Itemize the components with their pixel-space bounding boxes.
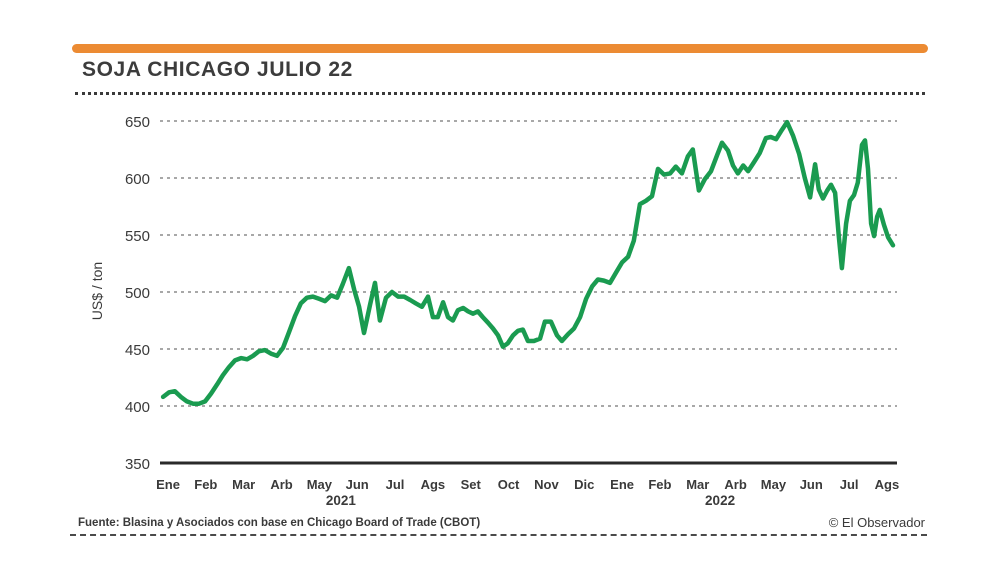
page-title: SOJA CHICAGO JULIO 22 <box>82 58 353 81</box>
x-tick-label: Mar <box>686 477 709 492</box>
y-tick-label: 350 <box>125 456 150 473</box>
x-tick-label: Nov <box>534 477 559 492</box>
y-axis-title: US$ / ton <box>89 261 105 321</box>
x-tick-label: Arb <box>724 477 746 492</box>
y-tick-label: 500 <box>125 285 150 302</box>
x-tick-label: Jul <box>386 477 405 492</box>
accent-bar <box>72 44 928 53</box>
x-tick-label: Ene <box>156 477 180 492</box>
x-tick-label: Ene <box>610 477 634 492</box>
x-tick-label: Feb <box>648 477 671 492</box>
x-tick-label: Arb <box>270 477 292 492</box>
source-text: Fuente: Blasina y Asociados con base en … <box>78 517 481 529</box>
x-tick-label: Jun <box>800 477 823 492</box>
x-tick-label: Jun <box>346 477 369 492</box>
x-tick-label: Mar <box>232 477 255 492</box>
x-tick-label: May <box>307 477 333 492</box>
title-separator <box>75 92 925 95</box>
x-tick-label: Ags <box>421 477 446 492</box>
x-tick-label: Ags <box>875 477 900 492</box>
x-tick-label: Set <box>461 477 482 492</box>
x-tick-label: Jul <box>840 477 859 492</box>
price-line <box>160 119 896 406</box>
x-tick-label: May <box>761 477 787 492</box>
copyright-text: © El Observador <box>828 515 925 530</box>
y-tick-label: 650 <box>125 114 150 131</box>
year-label: 2022 <box>705 493 735 508</box>
y-tick-label: 550 <box>125 228 150 245</box>
x-tick-label: Dic <box>574 477 594 492</box>
x-tick-label: Feb <box>194 477 217 492</box>
x-tick-label: Oct <box>498 477 520 492</box>
y-tick-label: 450 <box>125 342 150 359</box>
y-tick-label: 400 <box>125 399 150 416</box>
year-label: 2021 <box>326 493 357 508</box>
y-tick-label: 600 <box>125 171 150 188</box>
footer-separator <box>70 534 927 536</box>
